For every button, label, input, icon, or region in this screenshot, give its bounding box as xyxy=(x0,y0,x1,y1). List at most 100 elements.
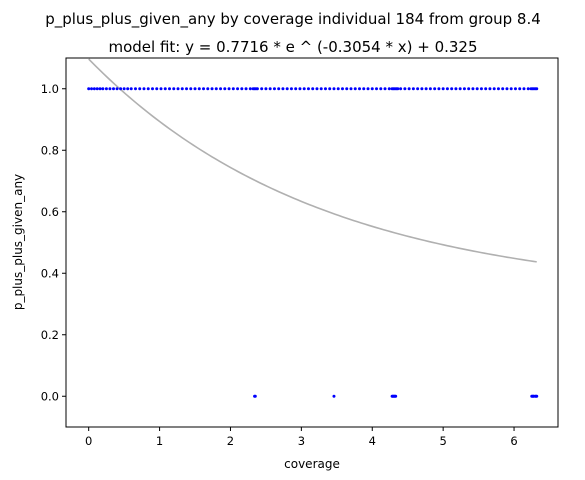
data-point xyxy=(240,87,244,91)
y-tick-label: 1.0 xyxy=(41,82,59,96)
data-point xyxy=(437,87,441,91)
data-point xyxy=(353,87,357,91)
data-point xyxy=(227,87,231,91)
data-point xyxy=(450,87,454,91)
y-tick-label: 0.0 xyxy=(41,389,59,403)
data-point xyxy=(277,87,281,91)
data-point xyxy=(294,87,298,91)
data-point xyxy=(394,394,398,398)
data-point xyxy=(285,87,289,91)
data-point xyxy=(323,87,327,91)
data-point xyxy=(108,87,112,91)
chart-title: p_plus_plus_given_any by coverage indivi… xyxy=(45,10,541,29)
data-point xyxy=(133,87,137,91)
data-point xyxy=(526,87,530,91)
data-point xyxy=(129,87,133,91)
data-point xyxy=(535,87,539,91)
data-point xyxy=(441,87,445,91)
data-point xyxy=(328,87,332,91)
data-point xyxy=(231,87,235,91)
data-point xyxy=(484,87,488,91)
data-point xyxy=(379,87,383,91)
data-point xyxy=(479,87,483,91)
y-tick-label: 0.8 xyxy=(41,143,59,157)
data-point xyxy=(298,87,302,91)
data-point xyxy=(193,87,197,91)
data-point xyxy=(168,87,171,91)
data-point xyxy=(95,87,99,91)
data-point xyxy=(505,87,509,91)
data-point xyxy=(454,87,458,91)
data-point xyxy=(189,87,193,91)
data-point xyxy=(345,87,349,91)
data-point xyxy=(420,87,424,91)
data-point xyxy=(248,87,252,91)
data-point xyxy=(458,87,462,91)
data-point xyxy=(253,394,257,398)
data-point xyxy=(501,87,505,91)
data-point xyxy=(475,87,479,91)
data-point xyxy=(496,87,500,91)
y-tick-label: 0.4 xyxy=(41,266,59,280)
data-point xyxy=(366,87,370,91)
data-point xyxy=(289,87,293,91)
data-point xyxy=(509,87,513,91)
data-point xyxy=(445,87,449,91)
data-point xyxy=(197,87,201,91)
data-point xyxy=(126,87,130,91)
data-point xyxy=(424,87,428,91)
data-point xyxy=(370,87,374,91)
data-point xyxy=(155,87,159,91)
data-point xyxy=(319,87,323,91)
data-point xyxy=(172,87,176,91)
data-point xyxy=(150,87,154,91)
data-point xyxy=(90,87,94,91)
data-point xyxy=(202,87,206,91)
data-point xyxy=(214,87,218,91)
y-tick-label: 0.2 xyxy=(41,328,59,342)
data-point xyxy=(180,87,184,91)
data-point xyxy=(206,87,210,91)
data-point xyxy=(362,87,366,91)
data-point xyxy=(92,87,96,91)
data-point xyxy=(403,87,407,91)
y-axis-ticks: 0.0 0.2 0.4 0.6 0.8 1.0 xyxy=(41,82,66,403)
x-axis-ticks: 0 1 2 3 4 5 6 xyxy=(85,427,518,448)
data-points-layer xyxy=(87,87,539,398)
x-axis-label: coverage xyxy=(284,457,340,471)
data-point xyxy=(315,87,319,91)
data-point xyxy=(98,87,102,91)
x-tick-label: 2 xyxy=(227,434,234,448)
data-point xyxy=(159,87,163,91)
data-point xyxy=(358,87,361,91)
data-point xyxy=(112,87,115,91)
data-point xyxy=(467,87,471,91)
data-point xyxy=(411,87,415,91)
data-point xyxy=(332,394,336,398)
data-point xyxy=(268,87,272,91)
x-tick-label: 4 xyxy=(369,434,376,448)
data-point xyxy=(462,87,466,91)
data-point xyxy=(535,394,539,398)
data-point xyxy=(428,87,432,91)
data-point xyxy=(176,87,180,91)
x-tick-label: 5 xyxy=(439,434,446,448)
data-point xyxy=(264,87,268,91)
chart-subtitle: model fit: y = 0.7716 * e ^ (-0.3054 * x… xyxy=(108,38,477,56)
data-point xyxy=(387,87,391,91)
data-point xyxy=(281,87,285,91)
data-point xyxy=(399,87,403,91)
data-point xyxy=(255,87,259,91)
data-point xyxy=(396,87,400,91)
data-point xyxy=(340,87,344,91)
data-point xyxy=(302,87,306,91)
data-point xyxy=(142,87,146,91)
data-point xyxy=(119,87,123,91)
data-point xyxy=(336,87,340,91)
data-point xyxy=(407,87,411,91)
data-point xyxy=(311,87,315,91)
plot-frame xyxy=(65,57,559,428)
data-point xyxy=(522,87,526,91)
x-tick-label: 3 xyxy=(298,434,305,448)
